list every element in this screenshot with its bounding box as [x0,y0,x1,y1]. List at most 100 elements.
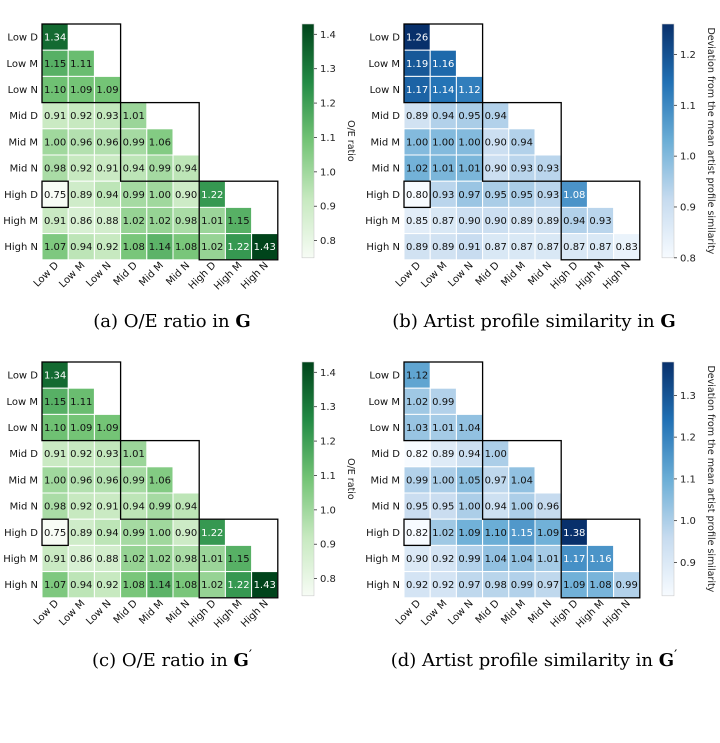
column-tick-label: Mid D [112,598,140,626]
heatmap-cell [172,180,200,208]
heatmap-cell [224,544,253,573]
cell-value-label: 1.10 [485,528,507,539]
cell-value-label: 0.99 [458,554,480,565]
cell-value-label: 0.95 [406,502,428,513]
heatmap-cell [482,571,510,599]
cell-value-label: 0.91 [44,216,66,227]
column-tick-label: Low N [84,598,113,627]
heatmap-cell [67,387,95,415]
cell-value-label: 1.08 [563,190,585,201]
cell-value-label: 1.17 [406,85,428,96]
cell-value-label: 0.96 [537,502,559,513]
cell-value-label: 1.00 [406,137,428,148]
row-tick-label: Mid N [372,502,400,513]
heatmap-cell [67,154,95,182]
heatmap-cell [146,233,174,261]
cell-value-label: 1.14 [149,580,171,591]
cell-value-label: 1.14 [432,85,454,96]
heatmap-cell [429,571,457,599]
heatmap-cell [120,466,148,494]
heatmap-cell [508,154,536,182]
cell-value-label: 0.93 [432,190,454,201]
heatmap-cell [403,102,431,130]
cell-value-label: 0.91 [44,111,66,122]
cell-value-label: 0.98 [175,554,197,565]
heatmap-cell [41,413,69,442]
cell-value-label: 0.92 [432,580,454,591]
block-outline [119,439,200,520]
row-tick-label: Low M [369,59,401,70]
cell-value-label: 0.94 [458,449,480,460]
row-tick-label: Mid N [372,164,400,175]
heatmap-cell [429,466,457,494]
cell-value-label: 0.98 [44,164,66,175]
cell-value-label: 1.00 [485,449,507,460]
heatmap-cell [455,413,484,442]
cell-value-label: 1.10 [44,85,66,96]
cell-value-label: 0.92 [432,554,454,565]
heatmap-cell [67,518,95,546]
row-tick-label: Mid N [10,164,38,175]
cell-value-label: 0.86 [70,216,92,227]
cell-value-label: 1.00 [511,502,533,513]
cell-value-label: 1.15 [511,528,533,539]
cell-value-label: 0.99 [149,502,171,513]
heatmap-cell [120,571,148,599]
cell-value-label: 0.95 [432,502,454,513]
cell-value-label: 1.11 [70,59,92,70]
cell-value-label: 0.96 [70,137,92,148]
cell-value-label: 1.09 [70,423,92,434]
cell-value-label: 0.94 [175,164,197,175]
cell-value-label: 0.99 [616,580,638,591]
heatmap-cell [93,518,122,546]
cell-value-label: 0.94 [485,111,507,122]
block-outline [481,439,562,520]
cell-value-label: 0.93 [589,216,611,227]
colorbar-tick-label: 1.3 [320,64,336,75]
cell-value-label: 1.02 [406,397,428,408]
heatmap-cell [482,154,510,182]
row-tick-label: High M [365,554,400,565]
cell-value-label: 0.99 [511,580,533,591]
cell-value-label: 0.82 [406,528,428,539]
heatmap-cell [93,75,122,104]
row-tick-label: Mid D [9,111,38,122]
row-tick-label: Mid M [8,137,38,148]
corner-cell-outline [403,180,431,209]
heatmap-panel-c: 1.341.15 1.111.10 1.09 1.090.91 0.92 0.93 1.01… [3,361,356,671]
corner-cell-outline [41,180,69,209]
row-tick-label: Mid D [9,449,38,460]
heatmap-cell [67,544,95,573]
cell-value-label: 0.94 [175,502,197,513]
cell-value-label: 1.01 [201,216,223,227]
heatmap-cell [224,571,253,599]
cell-value-label: 0.94 [70,242,92,253]
block-outline [198,180,279,261]
cell-value-label: 1.08 [589,580,611,591]
cell-value-label: 0.94 [123,502,145,513]
cell-value-label: 0.88 [96,216,118,227]
cell-value-label: 1.00 [44,137,66,148]
cell-value-label: 0.83 [616,242,638,253]
cell-value-label: 0.94 [123,164,145,175]
colorbar-tick-label: 1.0 [680,516,696,527]
row-tick-label: High D [4,190,38,201]
cell-value-label: 0.88 [96,554,118,565]
cell-value-label: 0.89 [70,190,92,201]
cell-value-label: 0.97 [485,475,507,486]
column-tick-label: Low D [32,598,62,628]
colorbar-tick-label: 1.2 [680,433,696,444]
block-outline [198,518,279,599]
heatmap-cell [455,518,484,546]
cell-value-label: 1.00 [44,475,66,486]
heatmap-cell [508,518,536,546]
cell-value-label: 0.91 [44,554,66,565]
heatmap-cell [224,206,253,235]
column-tick-label: High N [601,260,633,292]
cell-value-label: 0.97 [458,580,480,591]
cell-value-label: 0.91 [44,449,66,460]
cell-value-label: 1.16 [589,554,611,565]
cell-value-label: 1.02 [149,216,171,227]
heatmap-cell [67,233,95,261]
heatmap-cell [508,466,536,494]
